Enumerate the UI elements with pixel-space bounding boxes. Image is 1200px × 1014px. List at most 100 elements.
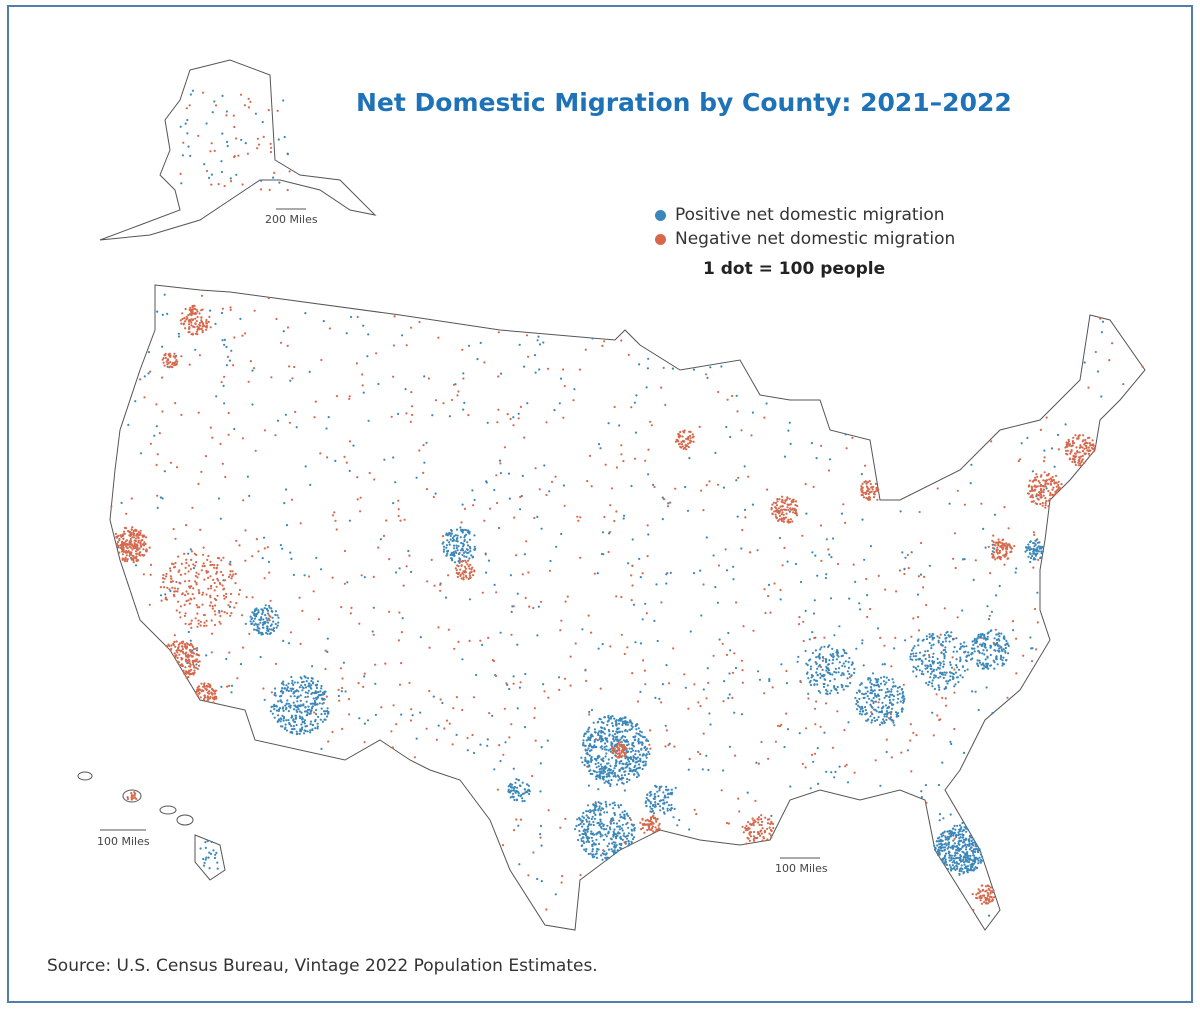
migration-dot: [742, 625, 745, 628]
migration-dot: [200, 690, 203, 693]
migration-dot: [974, 559, 977, 562]
migration-dot: [179, 319, 182, 322]
migration-dot: [643, 831, 646, 834]
migration-dot: [221, 307, 224, 310]
migration-dot: [384, 662, 387, 665]
migration-dot: [861, 494, 865, 497]
migration-dot: [855, 699, 859, 702]
migration-dot: [133, 539, 136, 542]
migration-dot: [229, 308, 232, 311]
migration-dot: [738, 810, 741, 813]
migration-dot: [931, 655, 934, 659]
migration-dot: [1003, 544, 1006, 547]
migration-dot: [502, 753, 505, 756]
migration-dot: [892, 695, 896, 698]
migration-dot: [969, 482, 972, 485]
migration-dot: [515, 554, 518, 557]
migration-dot: [441, 542, 444, 545]
migration-dot: [618, 843, 621, 846]
migration-dot: [811, 631, 814, 634]
migration-dot: [876, 718, 879, 722]
migration-dot: [289, 704, 292, 707]
migration-dot: [991, 539, 994, 542]
migration-dot: [859, 707, 862, 711]
migration-dot: [588, 710, 591, 714]
migration-dot: [288, 421, 291, 424]
migration-dot: [744, 516, 747, 519]
migration-dot: [582, 832, 586, 836]
migration-dot: [442, 548, 446, 551]
migration-dot: [498, 744, 501, 747]
migration-dot: [450, 557, 453, 560]
migration-dot: [121, 540, 124, 543]
migration-dot: [1036, 621, 1039, 624]
migration-dot: [757, 762, 761, 765]
migration-dot: [689, 437, 692, 440]
migration-dot: [622, 782, 625, 785]
migration-dot: [464, 550, 467, 553]
migration-dot: [846, 781, 850, 784]
migration-dot: [512, 605, 515, 608]
migration-dot: [966, 654, 969, 657]
migration-dot: [298, 686, 301, 689]
migration-dot: [586, 479, 589, 483]
migration-dot: [815, 662, 818, 666]
migration-dot: [705, 754, 708, 757]
migration-dot: [976, 645, 979, 648]
migration-dot: [970, 836, 973, 839]
migration-dot: [263, 547, 266, 550]
migration-dot: [1009, 546, 1012, 549]
migration-dot: [888, 699, 892, 702]
migration-dot: [214, 322, 217, 325]
migration-dot: [1025, 546, 1028, 549]
migration-dot: [423, 461, 426, 464]
migration-dot: [970, 869, 974, 872]
migration-dot: [793, 507, 796, 510]
migration-dot: [927, 683, 930, 687]
migration-dot: [373, 478, 376, 481]
migration-dot: [598, 755, 601, 758]
migration-dot: [663, 812, 666, 815]
migration-dot: [876, 693, 880, 696]
migration-dot: [959, 656, 962, 659]
migration-dot: [495, 474, 498, 477]
migration-dot: [130, 540, 133, 543]
migration-dot: [132, 534, 135, 537]
migration-dot: [1029, 556, 1033, 560]
migration-dot: [593, 804, 596, 807]
migration-dot: [910, 653, 913, 656]
migration-dot: [1000, 632, 1003, 635]
migration-dot: [820, 444, 823, 447]
migration-dot: [961, 845, 964, 848]
migration-dot: [129, 541, 132, 545]
migration-dot: [610, 838, 613, 841]
migration-dot: [999, 541, 1002, 544]
migration-dot: [780, 663, 783, 666]
migration-dot: [294, 410, 297, 413]
migration-dot: [654, 803, 657, 806]
migration-dot: [674, 440, 678, 443]
migration-dot: [279, 699, 282, 703]
migration-dot: [405, 344, 408, 347]
migration-dot: [958, 843, 961, 846]
migration-dot: [123, 532, 126, 535]
migration-dot: [623, 752, 627, 755]
migration-dot: [916, 639, 920, 642]
migration-dot: [612, 775, 615, 778]
migration-dot: [290, 675, 293, 679]
migration-dot: [581, 815, 584, 818]
migration-dot: [276, 419, 280, 422]
migration-dot: [1084, 438, 1087, 442]
migration-dot: [1004, 651, 1007, 654]
migration-dot: [1083, 453, 1087, 456]
migration-dot: [1049, 491, 1052, 495]
migration-dot: [970, 865, 973, 868]
migration-dot: [814, 554, 817, 557]
migration-dot: [948, 856, 951, 859]
migration-dot: [625, 739, 628, 742]
migration-dot: [415, 476, 418, 479]
migration-dot: [832, 652, 835, 656]
migration-dot: [1039, 428, 1042, 431]
migration-dot: [1006, 696, 1009, 699]
migration-dot: [681, 435, 684, 438]
